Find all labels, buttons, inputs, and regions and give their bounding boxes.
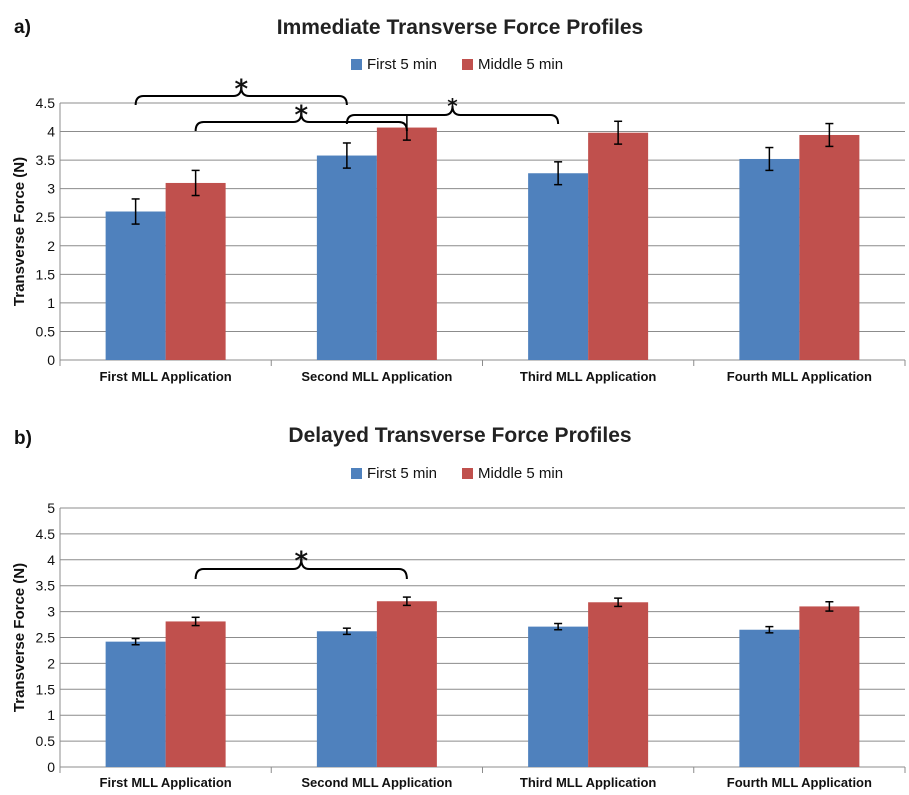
y-tick-label: 3 [47,181,55,197]
y-tick-label: 1.5 [36,681,56,697]
bar-first-5-min [105,211,166,360]
y-tick-label: 0 [47,352,55,368]
significance-star: * [294,546,308,576]
y-axis-label: Transverse Force (N) [11,157,28,306]
chart-title: Delayed Transverse Force Profiles [288,424,631,447]
x-category-label: Third MLL Application [520,369,657,384]
y-tick-label: 4 [47,124,55,140]
x-category-label: Second MLL Application [301,369,452,384]
bar-middle-5-min [376,127,437,361]
bar-middle-5-min [588,132,649,360]
legend-swatch-0 [351,59,362,70]
chart-panel-b: b) Delayed Transverse Force Profiles First… [11,424,906,790]
y-tick-label: 1 [47,295,55,311]
bar-first-5-min [528,173,589,360]
legend-swatch-1 [462,59,473,70]
bar-middle-5-min [376,601,437,767]
x-category-label: Third MLL Application [520,775,657,790]
x-category-label: Second MLL Application [301,775,452,790]
x-category-label: First MLL Application [100,775,232,790]
significance-star: * [447,94,458,118]
legend-label: Middle 5 min [478,465,563,482]
x-category-label: Fourth MLL Application [727,775,872,790]
bar-first-5-min [739,629,800,767]
y-tick-label: 2.5 [36,630,56,646]
y-tick-label: 2 [47,238,55,254]
significance-star: * [294,100,308,130]
legend-swatch-0 [351,468,362,479]
bar-middle-5-min [799,606,860,767]
bar-first-5-min [105,641,166,767]
x-category-label: First MLL Application [100,369,232,384]
significance-bracket [194,558,408,580]
bar-middle-5-min [165,182,226,360]
legend-label: First 5 min [367,56,437,73]
y-tick-label: 0.5 [36,733,56,749]
y-tick-label: 3.5 [36,152,56,168]
significance-bracket [134,86,348,106]
bar-first-5-min [528,626,589,767]
legend-label: Middle 5 min [478,56,563,73]
y-tick-label: 1 [47,707,55,723]
bar-middle-5-min [165,621,226,767]
legend-swatch-1 [462,468,473,479]
y-tick-label: 4 [47,552,55,568]
bar-middle-5-min [799,134,860,360]
chart-title: Immediate Transverse Force Profiles [277,16,644,39]
bar-first-5-min [739,158,800,360]
y-axis-label: Transverse Force (N) [11,563,28,712]
panel-label: b) [14,428,32,449]
significance-bracket [194,112,408,132]
significance-star: * [234,74,248,104]
legend-label: First 5 min [367,465,437,482]
y-tick-label: 5 [47,500,55,516]
y-tick-label: 0.5 [36,323,56,339]
y-tick-label: 2.5 [36,209,56,225]
y-tick-label: 1.5 [36,266,56,282]
bar-first-5-min [316,155,377,360]
bar-first-5-min [316,631,377,767]
y-tick-label: 3.5 [36,578,56,594]
bar-middle-5-min [588,602,649,767]
y-tick-label: 4.5 [36,95,56,111]
y-tick-label: 2 [47,655,55,671]
y-tick-label: 3 [47,604,55,620]
x-category-label: Fourth MLL Application [727,369,872,384]
panel-label: a) [14,17,31,38]
y-tick-label: 0 [47,759,55,775]
y-tick-label: 4.5 [36,526,56,542]
chart-panel-a: a) Immediate Transverse Force Profiles Fir… [11,16,906,384]
significance-bracket [345,105,560,125]
